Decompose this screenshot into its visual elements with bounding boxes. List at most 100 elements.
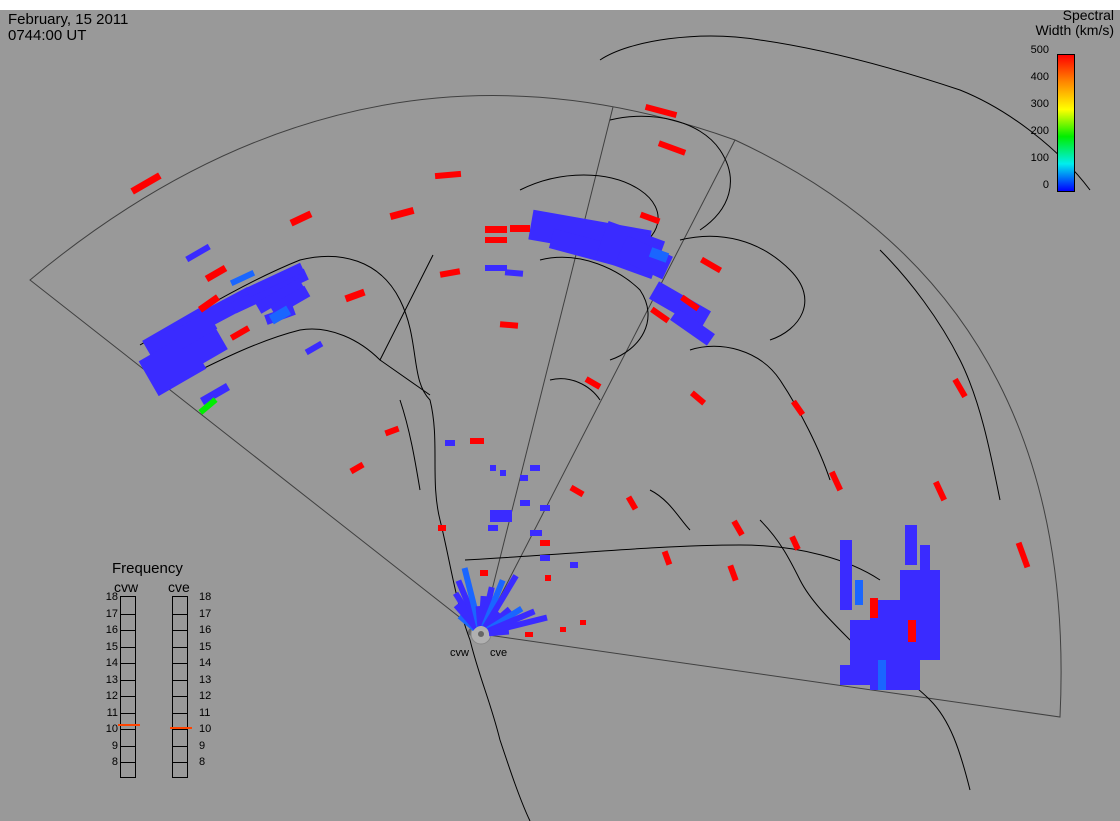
backscatter-cell	[438, 525, 446, 531]
backscatter-cell	[269, 285, 311, 317]
backscatter-cell	[445, 440, 455, 446]
backscatter-cell	[304, 340, 324, 356]
frequency-tick: 15	[199, 640, 212, 653]
backscatter-cell	[900, 570, 940, 620]
frequency-tick: 13	[105, 673, 118, 686]
backscatter-cell	[480, 570, 488, 576]
backscatter-cell	[790, 399, 806, 417]
backscatter-cell	[569, 484, 585, 498]
frequency-tick: 13	[199, 673, 212, 686]
backscatter-cell	[870, 598, 878, 618]
backscatter-cell	[389, 207, 415, 220]
frequency-tick: 8	[111, 756, 118, 768]
backscatter-cell	[727, 564, 739, 582]
backscatter-cell	[540, 505, 550, 511]
backscatter-cell	[560, 627, 566, 632]
backscatter-cell	[920, 545, 930, 570]
frequency-radar-cvw: cvw	[114, 579, 139, 595]
frequency-marker	[118, 724, 140, 727]
backscatter-cell	[689, 390, 707, 406]
backscatter-cell	[520, 500, 530, 506]
frequency-tick: 18	[199, 591, 212, 603]
backscatter-cell	[540, 540, 550, 546]
frequency-column-cve	[170, 596, 192, 778]
backscatter-cell	[905, 525, 917, 565]
backscatter-cell	[580, 620, 586, 625]
backscatter-cell	[185, 243, 211, 263]
colorbar-title-line1: Spectral	[1062, 10, 1114, 23]
backscatter-cell	[490, 465, 496, 471]
frequency-title: Frequency	[112, 560, 183, 577]
field-of-view-outline	[29, 95, 1062, 718]
backscatter-cell	[625, 495, 639, 511]
backscatter-cell	[699, 256, 723, 274]
backscatter-cell	[649, 281, 711, 329]
backscatter-cell	[488, 525, 498, 531]
header-time: 0744:00 UT	[8, 27, 87, 44]
colorbar-tick: 400	[1030, 71, 1049, 83]
colorbar-title-line2: Width (km/s)	[1035, 22, 1114, 38]
backscatter-cell	[255, 278, 305, 314]
backscatter-cell	[639, 211, 661, 225]
backscatter-cell	[661, 550, 673, 566]
map-panel[interactable]: February, 15 2011 0744:00 UT Spectral Wi…	[0, 10, 1120, 821]
frequency-tick: 17	[199, 607, 212, 620]
backscatter-cell	[504, 269, 524, 277]
backscatter-cell	[197, 294, 221, 313]
frequency-tick: 16	[199, 624, 212, 636]
frequency-tick: 8	[199, 756, 206, 768]
backscatter-cell	[908, 620, 916, 642]
backscatter-cell	[933, 480, 947, 502]
backscatter-cell	[520, 475, 528, 481]
backscatter-cell	[644, 103, 678, 119]
backscatter-cell	[344, 288, 366, 303]
backscatter-cell	[490, 510, 512, 522]
backscatter-cell	[840, 540, 852, 610]
backscatter-cell	[200, 383, 230, 405]
frequency-marker	[170, 727, 192, 730]
frequency-tick: 12	[199, 690, 212, 702]
backscatter-cell	[485, 237, 507, 243]
backscatter-cell	[670, 308, 715, 346]
colorbar	[1057, 54, 1075, 192]
frequency-tick: 12	[105, 690, 118, 702]
backscatter-cell	[510, 225, 530, 232]
backscatter-cell	[680, 294, 700, 312]
backscatter-cell	[198, 397, 218, 415]
radar-label-cvw: cvw	[450, 647, 469, 659]
backscatter-cell	[231, 268, 309, 314]
header-date: February, 15 2011	[8, 11, 129, 28]
backscatter-cell	[952, 377, 968, 399]
backscatter-cell	[470, 438, 484, 444]
backscatter-cell	[525, 632, 533, 637]
frequency-tick: 16	[105, 624, 118, 636]
backscatter-cell	[530, 530, 542, 536]
backscatter-cell	[530, 465, 540, 471]
backscatter-cells	[130, 103, 1031, 690]
backscatter-cell	[204, 264, 228, 283]
frequency-tick: 9	[111, 739, 118, 752]
backscatter-cell	[1015, 541, 1031, 569]
backscatter-cell	[138, 333, 207, 397]
frequency-tick: 15	[105, 640, 118, 653]
backscatter-cell	[855, 580, 863, 605]
backscatter-cell	[731, 519, 745, 537]
backscatter-cell	[545, 575, 551, 581]
frequency-tick: 10	[105, 723, 118, 735]
radar-map[interactable]	[0, 10, 1120, 821]
backscatter-cell	[289, 210, 313, 227]
backscatter-cell	[172, 311, 218, 349]
colorbar-tick: 500	[1030, 44, 1049, 56]
backscatter-cell	[482, 574, 519, 629]
frequency-tick: 11	[199, 706, 211, 719]
radar-label-cve: cve	[490, 647, 508, 659]
backscatter-cell	[479, 586, 495, 627]
frequency-column-cvw	[118, 596, 140, 778]
backscatter-cell	[229, 325, 251, 341]
backscatter-cell	[349, 461, 365, 475]
backscatter-cell	[439, 268, 461, 278]
frequency-tick: 11	[106, 706, 118, 719]
frequency-tick: 14	[105, 657, 118, 669]
frequency-tick: 18	[105, 591, 118, 603]
backscatter-cell	[485, 226, 507, 233]
